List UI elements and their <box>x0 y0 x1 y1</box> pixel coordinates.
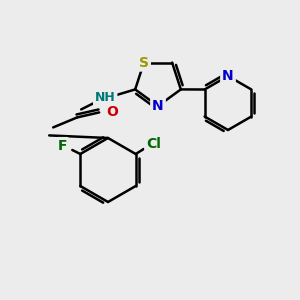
Text: N: N <box>222 69 234 83</box>
Text: Cl: Cl <box>146 137 161 151</box>
Text: S: S <box>139 56 149 70</box>
Text: NH: NH <box>95 91 116 104</box>
Text: O: O <box>106 105 118 119</box>
Text: F: F <box>58 139 67 153</box>
Text: N: N <box>152 99 164 113</box>
